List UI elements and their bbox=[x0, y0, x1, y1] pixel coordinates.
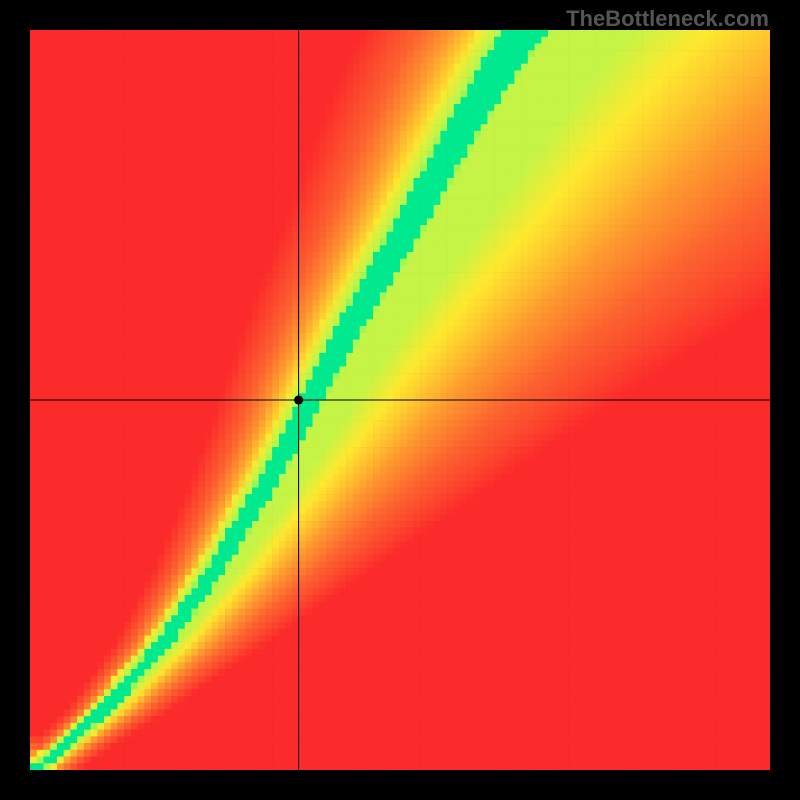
watermark-label: TheBottleneck.com bbox=[566, 6, 769, 32]
heatmap-canvas bbox=[0, 0, 800, 800]
chart-frame: TheBottleneck.com bbox=[0, 0, 800, 800]
